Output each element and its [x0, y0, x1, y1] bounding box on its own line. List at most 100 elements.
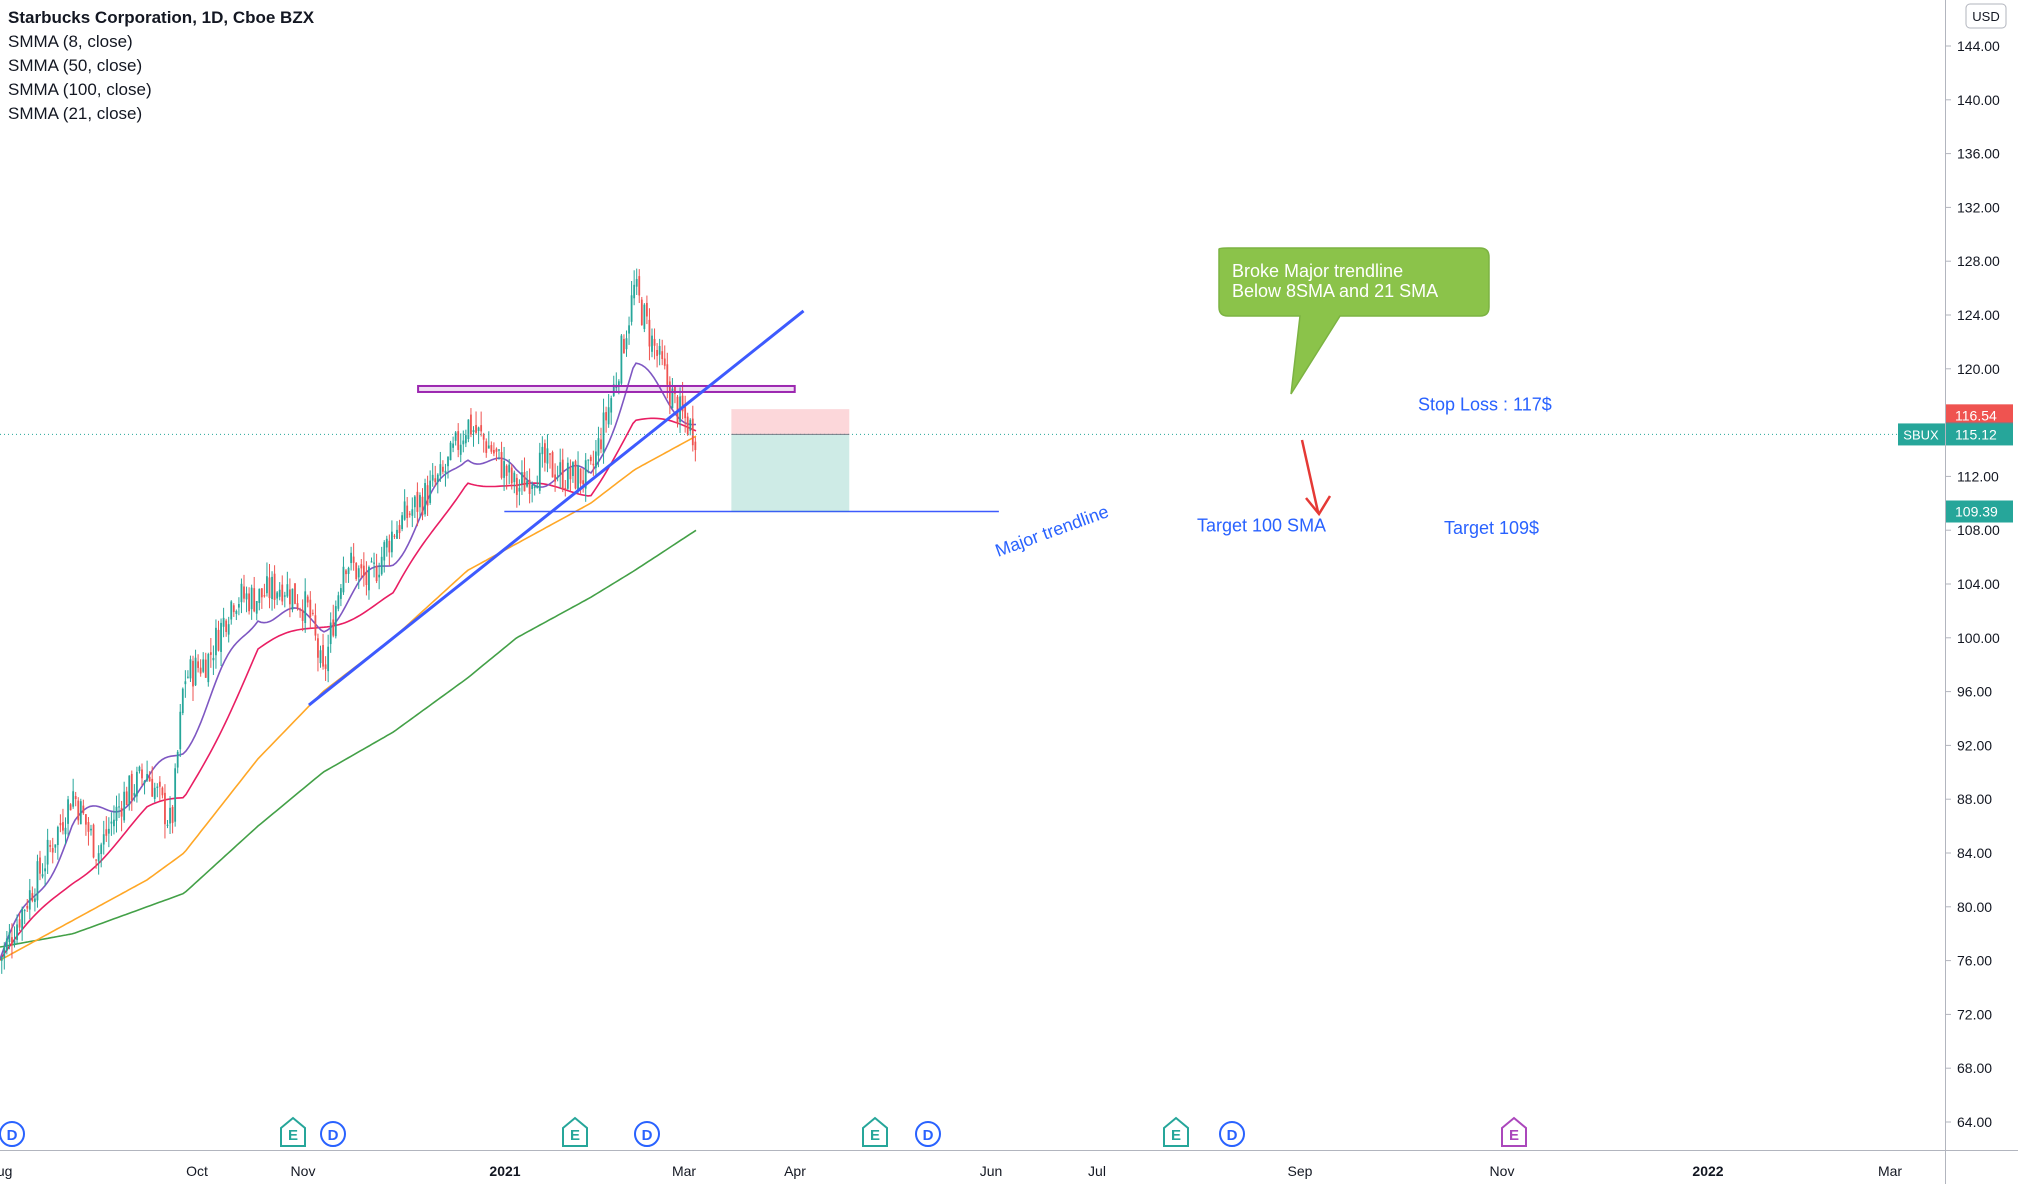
candle-body [161, 787, 164, 796]
candle-body [521, 472, 523, 484]
candle-body [263, 595, 266, 597]
candle-body [46, 839, 49, 865]
candle-body [276, 592, 279, 599]
indicator-smma-8[interactable]: SMMA (8, close) [8, 32, 133, 51]
candle-body [508, 464, 511, 473]
price-tick-label: 108.00 [1957, 522, 2000, 538]
candle-body [306, 596, 309, 603]
candle-body [212, 657, 215, 661]
candle-body [505, 465, 508, 476]
candle-body [493, 450, 495, 454]
candles [0, 268, 697, 974]
candle-body [607, 407, 610, 425]
candle-body [301, 609, 304, 621]
candle-body [199, 667, 202, 674]
candle-body [398, 525, 401, 534]
stop-loss-label: Stop Loss : 117$ [1418, 394, 1552, 414]
candle-body [444, 470, 447, 473]
price-label-target-bg [1946, 500, 2013, 523]
target-price-label: Target 109$ [1444, 518, 1539, 538]
candle-body [118, 806, 120, 808]
candle-body [238, 604, 240, 608]
event-marker-letter: D [1227, 1127, 1238, 1144]
candle-body [587, 459, 590, 461]
candle-body [579, 468, 582, 484]
candle-body [544, 443, 546, 463]
price-tick-label: 92.00 [1957, 737, 1992, 753]
candle-body [174, 768, 177, 822]
candle-body [561, 459, 564, 489]
smma-100-path [0, 529, 697, 948]
candle-body [204, 659, 207, 678]
time-tick-label: 2021 [489, 1163, 520, 1179]
candle-body [56, 826, 59, 846]
candle-body [133, 792, 136, 796]
candle-body [452, 443, 454, 448]
earnings-marker [1163, 1116, 1189, 1147]
indicator-smma-50[interactable]: SMMA (50, close) [8, 56, 143, 75]
candle-body [421, 496, 424, 516]
indicator-smma-100[interactable]: SMMA (100, close) [8, 80, 152, 99]
price-label-high: 116.54 [1955, 407, 1997, 423]
time-tick-label: Oct [186, 1163, 208, 1179]
candle-body [633, 284, 636, 299]
candle-body [628, 325, 630, 334]
candle-body [107, 828, 110, 834]
symbol-title[interactable]: Starbucks Corporation, 1D, Cboe BZX [8, 8, 315, 27]
down-arrow [1300, 439, 1320, 513]
time-tick-label: Apr [784, 1163, 806, 1179]
price-tick-label: 88.00 [1957, 791, 1992, 807]
price-label-last-bg [1946, 423, 2013, 446]
dividend-marker [0, 1121, 25, 1147]
candle-body [569, 468, 572, 480]
candle-body [268, 577, 271, 599]
candle-body [95, 859, 97, 861]
candle-body [230, 601, 233, 620]
candle-body [403, 501, 406, 520]
candle-body [194, 657, 197, 686]
candle-body [610, 398, 613, 413]
target-sma-label: Target 100 SMA [1197, 516, 1326, 536]
candle-body [31, 893, 34, 901]
candle-body [181, 688, 184, 714]
candle-body [566, 462, 569, 489]
candle-body [470, 414, 472, 435]
candle-body [79, 801, 82, 825]
candle-body [5, 938, 8, 951]
candle-body [462, 440, 465, 445]
candle-body [668, 381, 671, 405]
candle-body [401, 515, 403, 530]
candle-body [250, 587, 253, 610]
candle-body [393, 535, 396, 537]
candle-body [0, 957, 3, 961]
candle-body [51, 848, 54, 853]
candle-body [413, 496, 416, 508]
candle-body [62, 822, 64, 831]
price-tick-label: 124.00 [1957, 307, 2000, 323]
candle-body [617, 381, 620, 387]
candle-body [355, 563, 358, 580]
event-marker-letter: D [328, 1127, 339, 1144]
price-tick-label: 104.00 [1957, 576, 2000, 592]
candle-body [442, 466, 444, 472]
callout-line-2: Below 8SMA and 21 SMA [1232, 281, 1438, 301]
candle-body [352, 556, 355, 563]
candle-body [148, 776, 151, 782]
candle-body [370, 561, 373, 563]
candle-body [67, 799, 69, 824]
event-marker-letter: E [1171, 1127, 1181, 1144]
candle-body [368, 566, 370, 591]
candle-body [314, 615, 317, 636]
candle-body [97, 853, 100, 862]
indicator-smma-21[interactable]: SMMA (21, close) [8, 104, 143, 123]
candle-body [164, 792, 166, 825]
candle-body [136, 771, 138, 797]
price-tick-label: 84.00 [1957, 845, 1992, 861]
candle-body [39, 857, 41, 874]
smma-8-line [0, 362, 697, 960]
time-axis-bg [0, 1150, 1945, 1184]
candle-body [26, 905, 29, 909]
candle-body [681, 395, 684, 412]
candle-body [572, 462, 574, 477]
